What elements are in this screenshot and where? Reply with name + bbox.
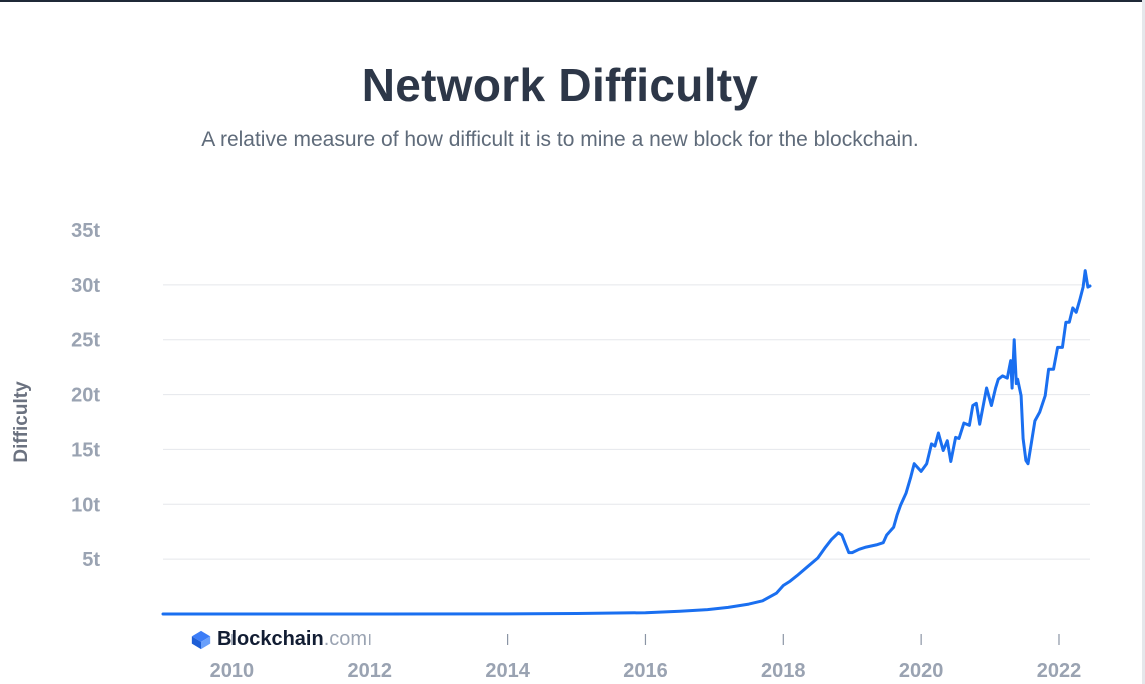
x-tick-label: 2016: [623, 660, 668, 682]
page-subtitle: A relative measure of how difficult it i…: [201, 128, 919, 151]
x-axis-tick-labels: 2010 2012 2014 2016 2018 2020 2022: [210, 660, 1082, 682]
y-tick-label: 20t: [71, 385, 100, 407]
watermark-suffix: .com: [323, 628, 368, 650]
y-tick-label: 10t: [71, 494, 100, 516]
x-tick-label: 2014: [485, 660, 530, 682]
page-title: Network Difficulty: [361, 59, 759, 111]
scrollbar-track[interactable]: [1142, 0, 1145, 684]
y-tick-label: 15t: [71, 439, 100, 461]
top-border: [0, 0, 1145, 2]
x-tick-label: 2018: [761, 660, 806, 682]
blockchain-watermark: Blockchain .com: [190, 628, 367, 651]
y-axis-tick-labels: 5t 10t 15t 20t 25t 30t 35t: [71, 220, 100, 571]
series-layer: [161, 269, 1092, 616]
y-tick-label: 25t: [71, 330, 100, 352]
x-tick-label: 2022: [1037, 660, 1082, 682]
x-tick-label: 2012: [348, 660, 393, 682]
y-tick-label: 30t: [71, 275, 100, 297]
y-tick-label: 35t: [71, 220, 100, 242]
y-tick-label: 5t: [82, 549, 100, 571]
watermark-brand: Blockchain: [217, 628, 324, 650]
grid-lines: [163, 284, 1090, 560]
x-tick-label: 2010: [210, 660, 255, 682]
x-tick-label: 2020: [899, 660, 944, 682]
blockchain-logo-icon: [191, 630, 211, 649]
difficulty-series-line: [161, 269, 1092, 616]
x-axis-ticks: [231, 634, 1060, 645]
